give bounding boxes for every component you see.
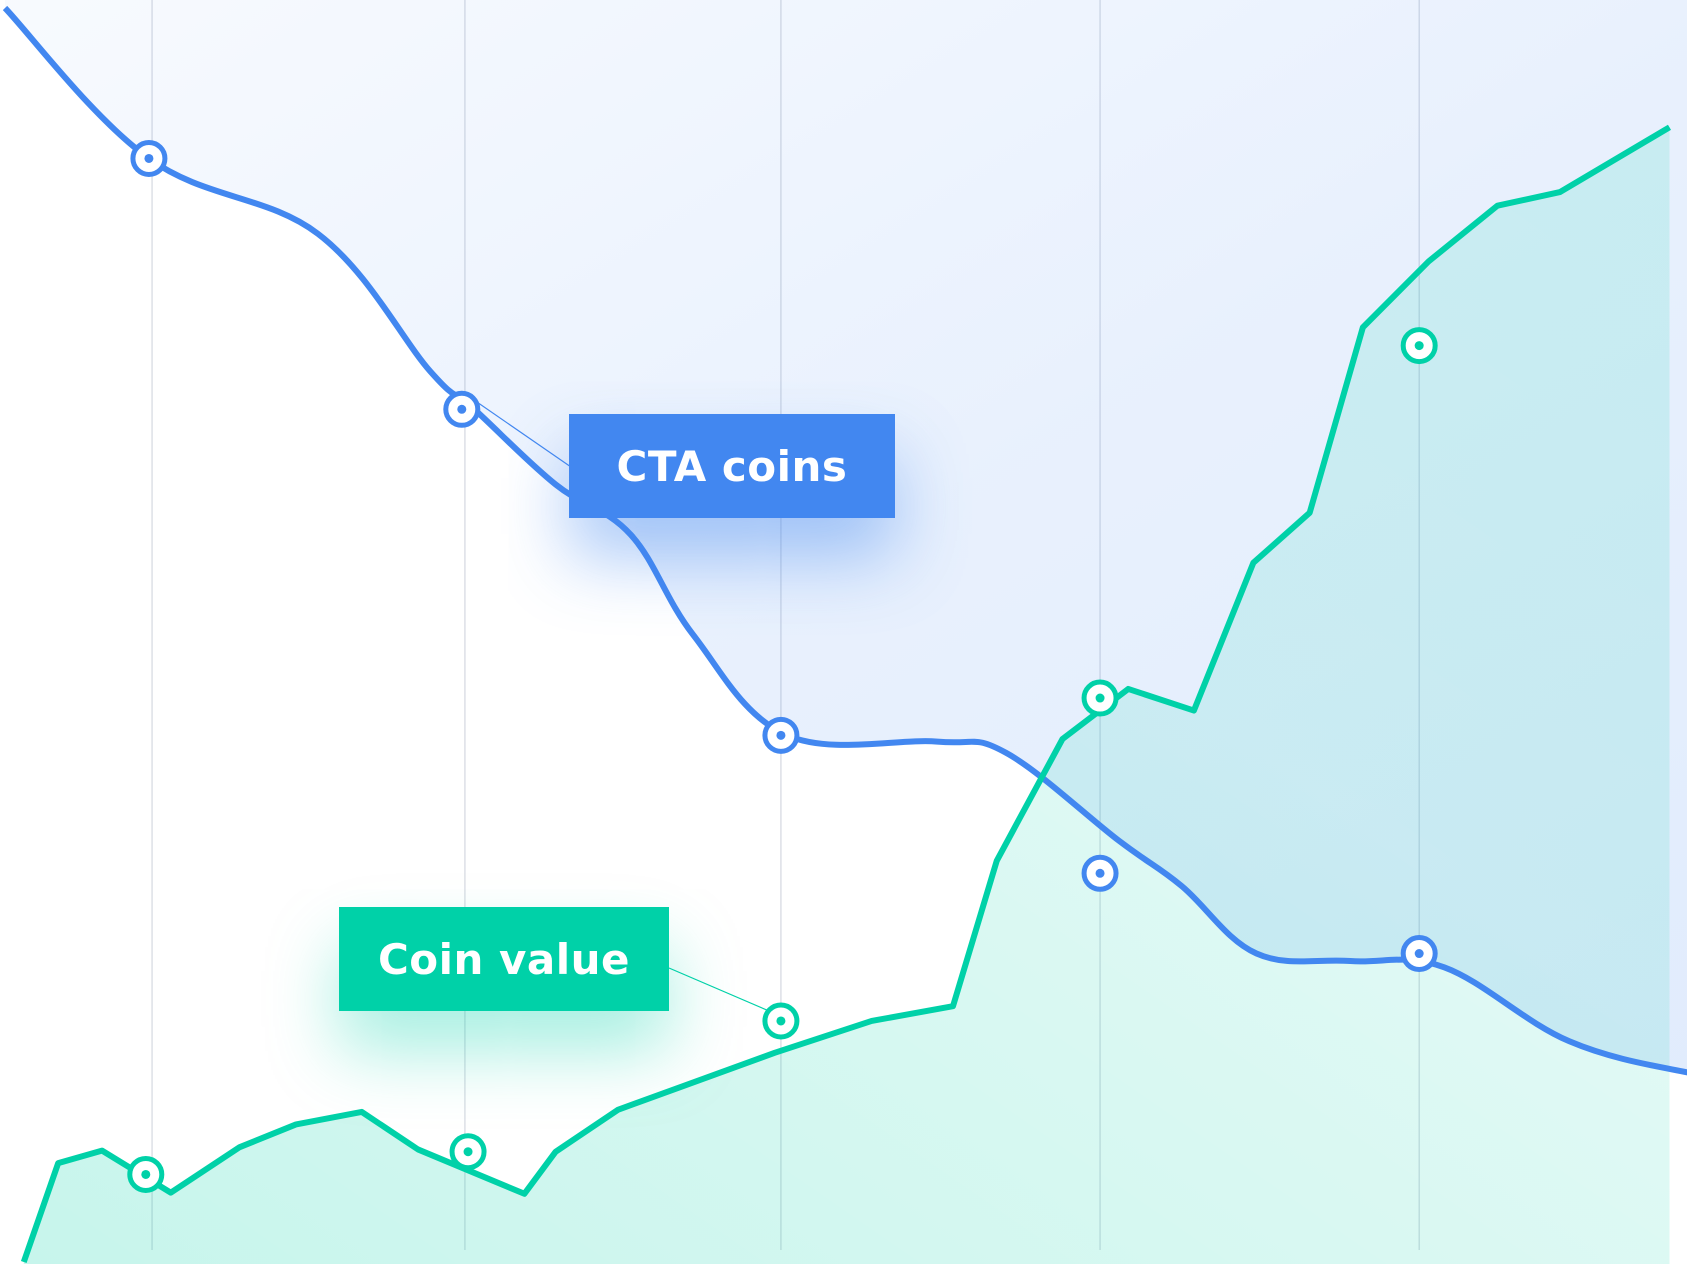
cta-coins-label: CTA coins <box>569 414 895 518</box>
coin-value-marker <box>449 1133 487 1171</box>
coin-value-marker <box>1400 327 1438 365</box>
cta-coins-marker <box>1400 935 1438 973</box>
coin-value-label: Coin value <box>339 907 669 1011</box>
coin-value-marker <box>127 1155 165 1193</box>
coin-value-line <box>20 124 1672 1263</box>
coin-value-area <box>23 127 1670 1264</box>
label-connectors <box>475 400 770 1012</box>
cta-coins-marker <box>130 139 168 177</box>
cta-coins-connector <box>475 400 572 468</box>
cta-coins-marker <box>762 716 800 754</box>
coin-value-marker <box>1081 679 1119 717</box>
cta-coins-marker <box>443 390 481 428</box>
data-markers <box>127 139 1438 1193</box>
coin-value-connector <box>668 967 770 1012</box>
coin-value-marker <box>762 1002 800 1040</box>
cta-coins-marker <box>1081 854 1119 892</box>
cta-coins-line <box>2 5 1687 1076</box>
